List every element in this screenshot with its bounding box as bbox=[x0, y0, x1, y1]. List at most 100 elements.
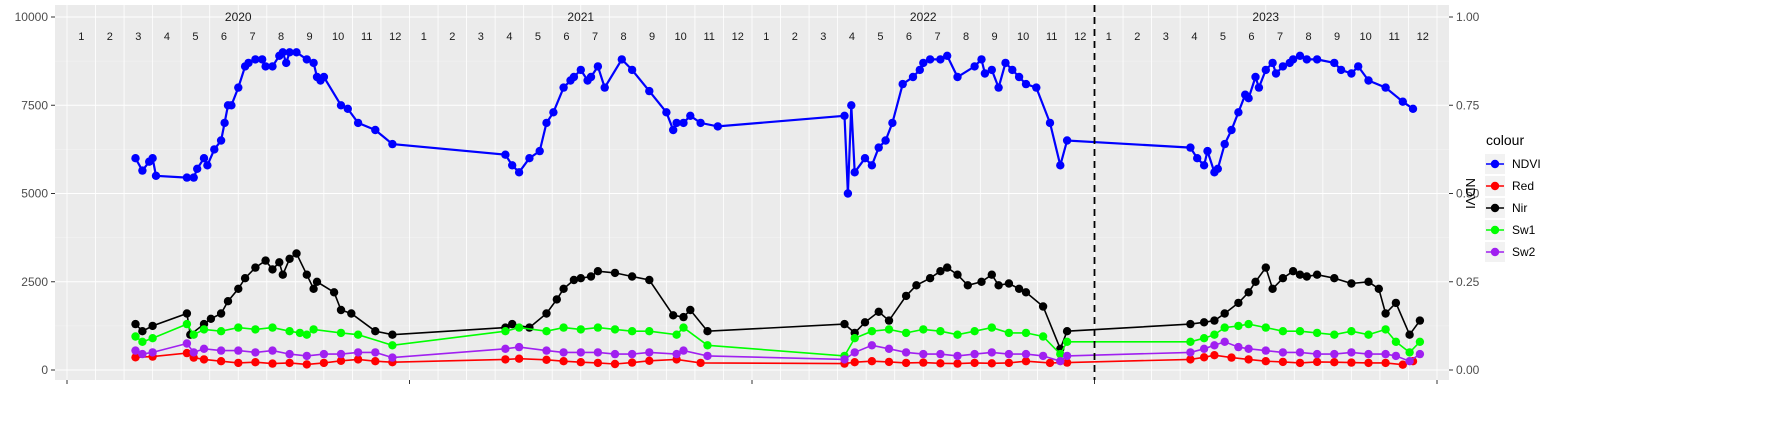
data-point bbox=[672, 118, 681, 128]
data-point bbox=[542, 355, 551, 364]
data-point bbox=[268, 346, 277, 355]
data-point bbox=[336, 328, 346, 338]
data-point bbox=[508, 161, 517, 170]
data-point bbox=[586, 72, 596, 82]
data-point bbox=[1220, 323, 1229, 332]
data-point bbox=[1004, 328, 1014, 338]
month-label: 5 bbox=[1220, 31, 1226, 43]
data-point bbox=[1271, 69, 1281, 78]
data-point bbox=[234, 83, 243, 92]
month-label: 3 bbox=[1163, 31, 1169, 43]
month-label: 6 bbox=[563, 31, 569, 43]
data-point bbox=[138, 166, 147, 175]
data-point bbox=[514, 354, 524, 363]
data-point bbox=[672, 349, 681, 359]
month-label: 8 bbox=[278, 31, 284, 43]
data-point bbox=[216, 309, 226, 318]
data-point bbox=[199, 344, 209, 353]
data-point bbox=[936, 267, 945, 276]
data-point bbox=[1330, 330, 1339, 339]
month-label: 6 bbox=[906, 31, 912, 43]
data-point bbox=[925, 274, 935, 283]
data-point bbox=[576, 65, 585, 75]
data-point bbox=[898, 79, 907, 89]
month-label: 12 bbox=[389, 31, 401, 43]
data-point bbox=[302, 330, 311, 339]
data-point bbox=[1302, 272, 1312, 281]
data-point bbox=[953, 270, 962, 279]
data-point bbox=[216, 346, 226, 355]
data-point bbox=[182, 173, 192, 182]
data-point bbox=[1014, 284, 1024, 293]
data-point bbox=[251, 348, 260, 357]
data-point bbox=[309, 325, 318, 334]
data-point bbox=[943, 51, 952, 60]
data-point bbox=[627, 272, 637, 281]
data-point bbox=[1330, 274, 1339, 283]
month-label: 11 bbox=[361, 31, 372, 43]
data-point bbox=[1062, 327, 1072, 336]
data-point bbox=[501, 344, 510, 353]
data-point bbox=[1001, 58, 1010, 68]
y2-axis-title: NDVI bbox=[1463, 178, 1478, 209]
data-point bbox=[953, 359, 962, 368]
data-point bbox=[353, 348, 363, 357]
data-point bbox=[1312, 349, 1322, 359]
data-point bbox=[1244, 94, 1253, 103]
data-point bbox=[1364, 277, 1373, 286]
data-point bbox=[1336, 65, 1346, 75]
data-point bbox=[867, 161, 877, 170]
data-point bbox=[258, 55, 267, 64]
data-point bbox=[1295, 348, 1305, 357]
data-point bbox=[850, 358, 859, 367]
data-point bbox=[1186, 337, 1195, 346]
month-label: 6 bbox=[221, 31, 227, 43]
legend: colour NDVI Red Nir Sw1 Sw2 bbox=[1485, 132, 1541, 262]
data-point bbox=[1199, 334, 1209, 343]
data-point bbox=[1405, 357, 1414, 366]
data-point bbox=[840, 111, 849, 121]
data-point bbox=[576, 274, 585, 283]
data-point bbox=[234, 323, 243, 332]
data-point bbox=[1347, 348, 1356, 357]
data-point bbox=[980, 69, 990, 78]
data-point bbox=[1278, 348, 1288, 357]
data-point bbox=[970, 62, 979, 71]
data-point bbox=[148, 154, 157, 163]
data-point bbox=[645, 327, 654, 336]
data-point bbox=[840, 355, 849, 364]
month-label: 7 bbox=[934, 31, 940, 43]
y-tick-label: 10000 bbox=[15, 10, 49, 24]
data-point bbox=[138, 337, 147, 346]
data-point bbox=[1295, 358, 1305, 368]
data-point bbox=[302, 55, 311, 64]
data-point bbox=[559, 323, 568, 332]
data-point bbox=[371, 348, 380, 357]
series-ndvi bbox=[131, 48, 1418, 198]
data-point bbox=[285, 327, 294, 336]
month-label: 11 bbox=[1046, 31, 1057, 43]
data-point bbox=[501, 150, 510, 159]
data-point bbox=[1004, 279, 1014, 288]
data-point bbox=[542, 327, 551, 336]
data-point bbox=[840, 319, 849, 329]
data-point bbox=[1381, 349, 1390, 359]
data-point bbox=[1210, 330, 1219, 339]
legend-key-point bbox=[1490, 181, 1500, 191]
data-point bbox=[1021, 288, 1031, 297]
data-point bbox=[1251, 72, 1260, 82]
legend-label: Sw1 bbox=[1512, 223, 1536, 237]
data-point bbox=[569, 275, 579, 285]
data-point bbox=[884, 357, 894, 367]
data-point bbox=[388, 353, 397, 362]
data-point bbox=[220, 118, 229, 128]
data-point bbox=[1261, 346, 1271, 355]
data-point bbox=[1381, 325, 1390, 334]
data-point bbox=[686, 305, 695, 315]
data-point bbox=[679, 346, 688, 355]
month-label: 4 bbox=[506, 31, 512, 43]
data-point bbox=[216, 136, 226, 145]
month-label: 1 bbox=[78, 31, 84, 43]
data-point bbox=[881, 136, 890, 145]
data-point bbox=[610, 359, 620, 369]
